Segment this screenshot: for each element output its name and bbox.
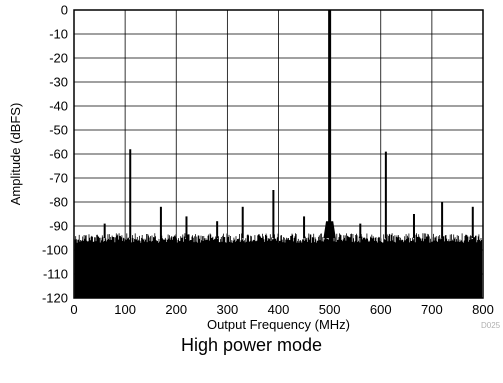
x-tick-label: 800 xyxy=(472,302,494,317)
y-tick-label: 0 xyxy=(61,3,68,18)
spectrum-chart: 0 -10 -20 -30 -40 -50 -60 -70 -80 -90 -100 -110 -120… xyxy=(8,3,501,333)
x-tick-label: 600 xyxy=(370,302,392,317)
y-tick-label: -100 xyxy=(42,243,68,258)
x-tick-label: 300 xyxy=(217,302,239,317)
y-tick-labels: 0 -10 -20 -30 -40 -50 -60 -70 -80 -90 -100 -110 -120 xyxy=(42,3,68,306)
plot-frame xyxy=(73,9,484,299)
x-tick-label: 700 xyxy=(421,302,443,317)
y-tick-label: -30 xyxy=(49,75,68,90)
noise-floor xyxy=(74,233,483,298)
y-tick-label: -110 xyxy=(43,267,68,282)
x-tick-label: 100 xyxy=(114,302,136,317)
y-tick-label: -20 xyxy=(49,51,68,66)
x-tick-label: 0 xyxy=(70,302,77,317)
y-tick-label: -10 xyxy=(49,27,68,42)
x-tick-labels: 0 100 200 300 400 500 600 700 800 xyxy=(70,302,493,317)
figure-code: D025 xyxy=(481,321,501,330)
y-tick-label: -50 xyxy=(49,123,68,138)
y-tick-label: -60 xyxy=(49,147,68,162)
x-axis-label: Output Frequency (MHz) xyxy=(207,317,350,332)
y-tick-label: -90 xyxy=(49,219,68,234)
chart-caption: High power mode xyxy=(180,335,323,355)
y-tick-label: -120 xyxy=(42,291,68,306)
y-tick-label: -40 xyxy=(49,99,68,114)
x-tick-label: 200 xyxy=(165,302,187,317)
y-tick-label: -80 xyxy=(49,195,68,210)
y-axis-label: Amplitude (dBFS) xyxy=(8,103,23,206)
x-tick-label: 500 xyxy=(319,302,341,317)
x-tick-label: 400 xyxy=(268,302,290,317)
spur-peaks xyxy=(103,10,474,238)
y-tick-label: -70 xyxy=(49,171,68,186)
